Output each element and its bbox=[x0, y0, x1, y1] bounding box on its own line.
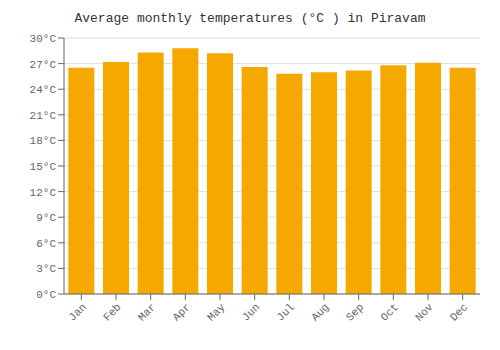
svg-text:Apr: Apr bbox=[170, 301, 192, 323]
svg-text:Aug: Aug bbox=[309, 301, 331, 323]
svg-text:15°C: 15°C bbox=[30, 161, 57, 173]
svg-text:24°C: 24°C bbox=[30, 84, 57, 96]
svg-text:Nov: Nov bbox=[413, 301, 436, 324]
svg-text:0°C: 0°C bbox=[36, 289, 56, 301]
svg-text:3°C: 3°C bbox=[36, 263, 56, 275]
svg-text:12°C: 12°C bbox=[30, 187, 57, 199]
svg-text:Feb: Feb bbox=[101, 301, 123, 323]
svg-text:Sep: Sep bbox=[344, 301, 366, 323]
svg-text:Jul: Jul bbox=[274, 301, 296, 323]
svg-text:30°C: 30°C bbox=[30, 33, 57, 45]
svg-text:Jun: Jun bbox=[240, 301, 262, 323]
svg-text:21°C: 21°C bbox=[30, 110, 57, 122]
svg-text:6°C: 6°C bbox=[36, 238, 56, 250]
svg-text:Dec: Dec bbox=[448, 301, 470, 323]
svg-text:9°C: 9°C bbox=[36, 212, 56, 224]
svg-text:27°C: 27°C bbox=[30, 59, 57, 71]
svg-text:18°C: 18°C bbox=[30, 135, 57, 147]
svg-text:Mar: Mar bbox=[136, 301, 158, 323]
html-text:Average monthly temperatures (: Average monthly temperatures (°C ) in Pi… bbox=[74, 11, 426, 26]
svg-text:Jan: Jan bbox=[66, 301, 88, 323]
svg-text:May: May bbox=[205, 301, 228, 324]
svg-text:Oct: Oct bbox=[378, 301, 400, 323]
